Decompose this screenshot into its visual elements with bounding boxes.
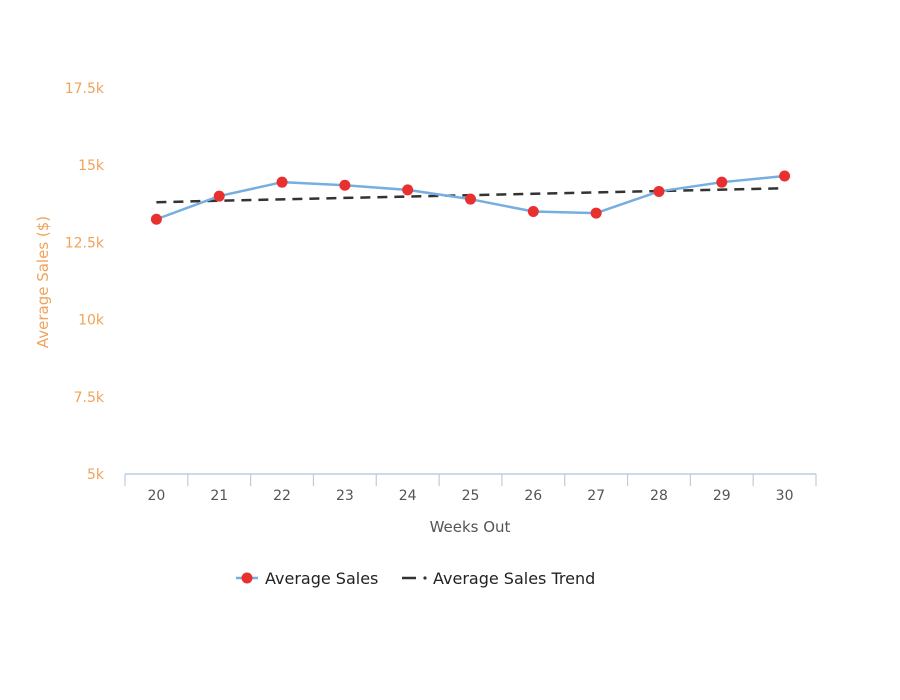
x-tick-label: 23	[336, 488, 354, 504]
x-tick-label: 29	[713, 488, 731, 504]
x-axis-title: Weeks Out	[430, 518, 511, 536]
data-point-average-sales	[339, 179, 351, 191]
y-tick-label: 12.5k	[65, 235, 105, 251]
legend: Average Sales Average Sales Trend	[236, 569, 595, 588]
data-point-average-sales	[402, 184, 414, 196]
data-point-average-sales	[465, 193, 476, 205]
y-tick-label: 15k	[78, 158, 105, 174]
x-axis: 20 21 22 23 24 25 26 27 28 29 30	[124, 473, 817, 504]
legend-dot-average-sales-trend	[423, 576, 427, 580]
data-point-average-sales	[590, 207, 602, 219]
y-tick-label: 5k	[87, 467, 105, 483]
data-point-average-sales	[779, 170, 791, 182]
data-point-average-sales	[527, 206, 539, 218]
x-tick-label: 22	[273, 488, 291, 504]
data-point-average-sales	[276, 176, 288, 188]
x-tick-label: 28	[650, 488, 668, 504]
data-point-average-sales	[653, 185, 665, 197]
x-tick-label: 26	[524, 488, 542, 504]
plot-area	[150, 170, 791, 225]
data-point-average-sales	[716, 176, 728, 188]
legend-label-average-sales-trend: Average Sales Trend	[433, 569, 595, 588]
y-tick-label: 17.5k	[65, 81, 105, 97]
y-tick-label: 10k	[78, 313, 105, 329]
y-axis-title: Average Sales ($)	[34, 216, 52, 348]
x-tick-label: 30	[776, 488, 794, 504]
legend-label-average-sales: Average Sales	[265, 569, 378, 588]
x-tick-label: 21	[210, 488, 228, 504]
legend-marker-average-sales	[241, 572, 253, 584]
x-tick-label: 20	[147, 488, 165, 504]
y-axis-ticks: 5k 7.5k 10k 12.5k 15k 17.5k	[65, 81, 105, 483]
x-tick-label: 27	[587, 488, 605, 504]
y-tick-label: 7.5k	[74, 390, 105, 406]
data-point-average-sales	[213, 190, 225, 202]
x-tick-label: 25	[462, 488, 480, 504]
data-point-average-sales	[150, 213, 162, 225]
x-tick-label: 24	[399, 488, 417, 504]
